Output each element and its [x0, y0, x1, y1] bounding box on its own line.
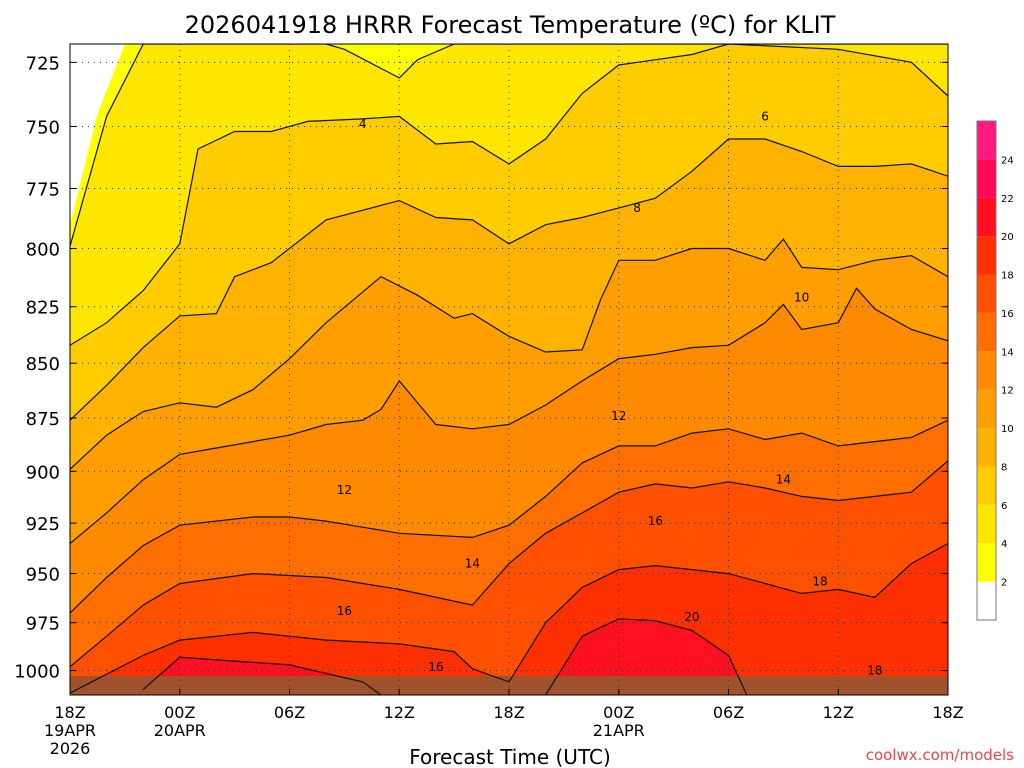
contour-label: 14 [465, 557, 480, 571]
colorbar-frame [976, 120, 997, 621]
y-tick-label: 975 [26, 614, 60, 635]
credit-text: coolwx.com/models [866, 746, 1014, 764]
contour-label: 10 [794, 291, 809, 305]
colorbar-swatch-7 [977, 312, 996, 352]
colorbar-swatch-11 [977, 159, 996, 198]
y-tick-label: 725 [26, 53, 60, 74]
y-tick-label: 800 [26, 240, 60, 261]
y-tick-label: 825 [26, 298, 60, 319]
y-tick-label: 850 [26, 354, 60, 375]
contour-label: 6 [761, 109, 769, 123]
y-tick-label: 1000 [14, 662, 60, 683]
x-tick-label: 00Z [603, 703, 634, 722]
contour-20-8 [142, 656, 382, 695]
x-tick-label: 20APR [154, 721, 206, 740]
colorbar-tick-label: 22 [1001, 194, 1014, 205]
x-tick-label: 12Z [823, 703, 854, 722]
x-tick-label: 12Z [384, 703, 415, 722]
contour-4-0 [70, 44, 948, 247]
colorbar-swatch-2 [977, 504, 996, 544]
contour-label: 14 [776, 473, 791, 487]
colorbar-tick-label: 4 [1001, 539, 1007, 550]
y-tick-label: 950 [26, 565, 60, 586]
contour-label: 16 [337, 604, 352, 618]
band-above-20-9 [545, 618, 747, 695]
chart-title: 2026041918 HRRR Forecast Temperature (ºC… [185, 11, 836, 39]
colorbar-tick-label: 14 [1001, 347, 1014, 358]
y-tick-label: 925 [26, 514, 60, 535]
colorbar-tick-label: 18 [1001, 271, 1014, 282]
contour-label: 18 [812, 575, 827, 589]
band-below-2 [70, 44, 125, 225]
colorbar-tick-label: 6 [1001, 501, 1007, 512]
colorbar-swatch-0 [977, 581, 996, 620]
colorbar-swatch-10 [977, 197, 996, 237]
colorbar-tick-label: 20 [1001, 232, 1014, 243]
contour-6-1 [70, 44, 948, 346]
x-axis-label: Forecast Time (UTC) [409, 745, 611, 768]
colorbar-swatch-9 [977, 236, 996, 275]
contour-label: 16 [648, 514, 663, 528]
colorbar-swatch-6 [977, 351, 996, 390]
contour-8-2 [70, 138, 948, 421]
y-tick-label: 750 [26, 117, 60, 138]
colorbar-tick-label: 12 [1001, 386, 1014, 397]
contour-16-6 [70, 460, 948, 668]
colorbar-swatch-8 [977, 274, 996, 313]
contour-label: 12 [337, 483, 352, 497]
x-tick-label: 18Z [54, 703, 85, 722]
x-tick-label: 06Z [274, 703, 305, 722]
colorbar-tick-label: 10 [1001, 424, 1014, 435]
contour-12-4 [70, 287, 948, 544]
contour-label: 8 [633, 201, 641, 215]
contour-18-7 [70, 542, 948, 694]
contour-layer [70, 44, 948, 695]
grid-layer [70, 44, 948, 695]
x-tick-label: 18Z [493, 703, 524, 722]
x-tick-label: 06Z [713, 703, 744, 722]
colorbar-swatch-3 [977, 466, 996, 505]
colorbar-swatch-12 [977, 121, 996, 160]
contour-label: 18 [867, 664, 882, 678]
x-tick-label: 00Z [164, 703, 195, 722]
colorbar-tick-label: 2 [1001, 578, 1007, 589]
colorbar-tick-label: 8 [1001, 462, 1007, 473]
contour-label: 12 [611, 409, 626, 423]
x-tick-label: 19APR [44, 721, 96, 740]
contour-10-3 [70, 238, 948, 470]
temperature-fill-layer [70, 44, 948, 695]
colorbar-tick-label: 16 [1001, 309, 1014, 320]
contour-14-5 [70, 419, 948, 614]
contour-20-9 [545, 618, 748, 695]
colorbar-swatch-1 [977, 543, 996, 582]
x-tick-label: 2026 [50, 739, 91, 758]
contour-label: 4 [359, 117, 367, 131]
colorbar-swatch-4 [977, 428, 996, 467]
y-tick-label: 875 [26, 409, 60, 430]
y-tick-label: 900 [26, 462, 60, 483]
colorbar-tick-label: 24 [1001, 155, 1014, 166]
x-tick-label: 21APR [593, 721, 645, 740]
y-tick-label: 775 [26, 179, 60, 200]
contour-label: 16 [428, 660, 443, 674]
contour-label: 20 [684, 610, 699, 624]
x-tick-label: 18Z [932, 703, 963, 722]
colorbar-swatch-5 [977, 389, 996, 429]
contour-label-layer: 4 6 8 10 12 12 14 16 14 18 16 20 16 18 [337, 109, 883, 677]
pressure-axis: 725 750 775 800 825 850 875 900 925 950 975 1000 [14, 53, 948, 683]
